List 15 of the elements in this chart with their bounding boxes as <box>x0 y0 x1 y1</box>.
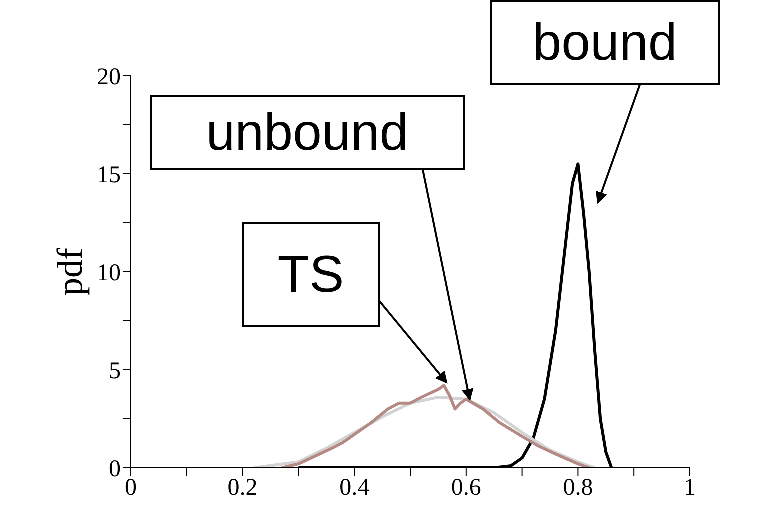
x-tick-label: 0.2 <box>228 475 258 502</box>
x-tick-label: 0.8 <box>563 475 594 502</box>
x-tick-label: 1 <box>684 475 696 502</box>
y-tick-label: 10 <box>97 260 121 287</box>
y-tick-label: 0 <box>109 456 121 483</box>
x-tick-label: 0.6 <box>451 475 482 502</box>
text: TS <box>242 222 380 327</box>
y-tick-label: 20 <box>97 64 121 91</box>
series-label: bound <box>490 0 720 85</box>
text: unbound <box>150 95 465 170</box>
y-tick-label: 5 <box>109 358 121 385</box>
x-tick-label: 0.4 <box>340 475 370 502</box>
y-axis-title: pdf <box>50 248 90 296</box>
x-tick-label: 0 <box>125 475 137 502</box>
y-tick-label: 15 <box>97 162 121 189</box>
